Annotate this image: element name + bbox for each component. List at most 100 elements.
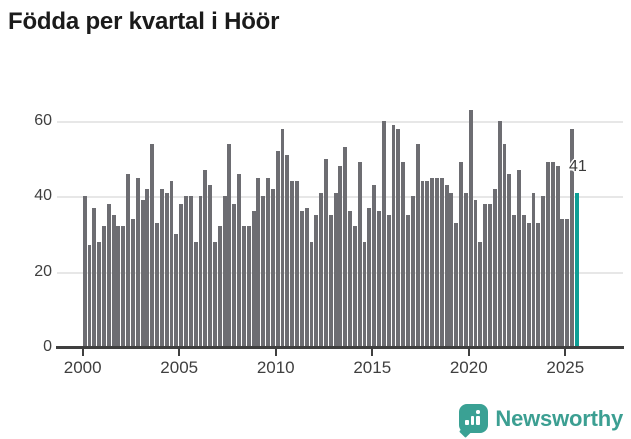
bar-2006q2 xyxy=(203,169,208,347)
bar-2008q2 xyxy=(241,226,246,347)
bar-chart-plot-area: 41 xyxy=(57,100,626,347)
bar-2000q2 xyxy=(87,245,92,347)
bar-2013q2 xyxy=(338,166,343,347)
bar-2004q1 xyxy=(159,188,164,347)
bar-2019q1 xyxy=(449,192,454,347)
x-axis-label-2025: 2025 xyxy=(546,358,585,377)
bar-2021q1 xyxy=(488,203,492,347)
bar-2015q1 xyxy=(372,185,377,347)
bar-2012q1 xyxy=(314,215,319,347)
bar-2025q1 xyxy=(565,218,570,347)
bar-2024q4 xyxy=(560,218,565,347)
bar-2004q2 xyxy=(164,192,169,347)
bar-2015q3 xyxy=(381,120,386,347)
bar-2001q2 xyxy=(106,203,111,347)
bar-2002q3 xyxy=(130,218,135,347)
bar-2023q1 xyxy=(526,222,531,347)
bar-2007q3 xyxy=(227,143,232,347)
bar-2013q3 xyxy=(343,147,348,347)
y-axis-label-0: 0 xyxy=(43,338,52,355)
bar-2007q1 xyxy=(217,226,222,347)
x-axis-tick-2020 xyxy=(467,348,470,356)
highlighted-value-label: 41 xyxy=(568,158,587,175)
newsworthy-badge-icon xyxy=(459,404,489,438)
bar-2014q4 xyxy=(367,207,372,347)
y-axis-label-20: 20 xyxy=(34,262,52,280)
bar-2021q4 xyxy=(502,143,507,347)
bar-2010q3 xyxy=(285,154,290,347)
x-axis-line xyxy=(56,346,624,349)
bar-2016q1 xyxy=(391,124,396,347)
bar-2019q3 xyxy=(459,162,464,347)
bar-2022q2 xyxy=(512,215,517,347)
bar-2000q1 xyxy=(82,196,87,347)
bar-2001q4 xyxy=(116,226,121,347)
bar-2009q1 xyxy=(256,177,261,347)
bar-2025q2 xyxy=(570,128,575,347)
bar-2000q4 xyxy=(97,241,102,347)
bar-2003q2 xyxy=(145,188,150,347)
bar-2017q1 xyxy=(410,196,415,347)
x-axis-tick-2000 xyxy=(81,348,84,356)
x-axis-label-2015: 2015 xyxy=(353,358,392,377)
bar-2005q4 xyxy=(193,241,198,347)
bar-2014q3 xyxy=(362,241,367,347)
bar-2022q1 xyxy=(507,173,512,347)
bar-2010q1 xyxy=(275,151,280,347)
y-axis-label-60: 60 xyxy=(34,111,52,129)
bar-2020q1 xyxy=(468,109,473,347)
x-axis-label-2020: 2020 xyxy=(449,358,488,377)
x-axis-label-2005: 2005 xyxy=(160,358,199,377)
bar-2020q2 xyxy=(473,200,478,347)
bar-2007q4 xyxy=(232,203,237,347)
bar-2017q3 xyxy=(420,181,425,347)
y-axis-label-40: 40 xyxy=(34,187,52,205)
bar-2008q1 xyxy=(237,173,242,347)
bar-2002q1 xyxy=(121,226,126,347)
bar-2024q3 xyxy=(555,166,560,347)
bar-2012q2 xyxy=(319,192,324,347)
bar-2011q3 xyxy=(304,207,309,347)
bar-2018q3 xyxy=(439,177,444,347)
gridline-y-60 xyxy=(57,120,623,123)
bar-2004q3 xyxy=(169,181,174,347)
bar-2018q1 xyxy=(430,177,435,347)
bar-2016q3 xyxy=(401,162,406,347)
bar-2013q4 xyxy=(348,211,353,347)
badge-tail xyxy=(459,425,473,438)
newsworthy-logo: Newsworthy xyxy=(459,404,623,438)
bar-2004q4 xyxy=(174,234,179,347)
bar-2021q2 xyxy=(492,188,497,347)
bar-2010q4 xyxy=(290,181,295,347)
bar-2022q4 xyxy=(521,215,526,347)
bar-2010q2 xyxy=(280,128,285,347)
bar-2011q4 xyxy=(309,241,314,347)
bar-2019q4 xyxy=(463,192,468,347)
bar-2016q4 xyxy=(406,215,410,347)
bar-2022q3 xyxy=(517,169,521,347)
bar-2002q2 xyxy=(126,173,131,347)
bar-2003q4 xyxy=(155,222,159,347)
bar-2013q1 xyxy=(333,192,338,347)
bar-2005q3 xyxy=(188,196,193,347)
bar-2018q4 xyxy=(444,185,449,347)
bar-2008q3 xyxy=(246,226,251,347)
bar-2003q1 xyxy=(140,200,145,347)
badge-bar-icon xyxy=(465,420,469,425)
bar-2006q4 xyxy=(213,241,217,347)
bar-2007q2 xyxy=(222,196,227,347)
brand-name: Newsworthy xyxy=(495,405,623,431)
bar-2017q2 xyxy=(415,143,420,347)
bar-2014q1 xyxy=(352,226,357,347)
bar-2001q3 xyxy=(111,215,116,347)
bar-2002q4 xyxy=(135,177,140,347)
bar-2009q3 xyxy=(266,177,270,347)
bar-2024q1 xyxy=(545,162,550,347)
bar-2023q4 xyxy=(541,196,546,347)
bar-2003q3 xyxy=(150,143,155,347)
x-axis-tick-2005 xyxy=(178,348,181,356)
bar-2015q2 xyxy=(377,211,381,347)
bar-2005q1 xyxy=(179,203,184,347)
bar-2000q3 xyxy=(92,207,97,347)
badge-bar-icon xyxy=(476,416,480,425)
